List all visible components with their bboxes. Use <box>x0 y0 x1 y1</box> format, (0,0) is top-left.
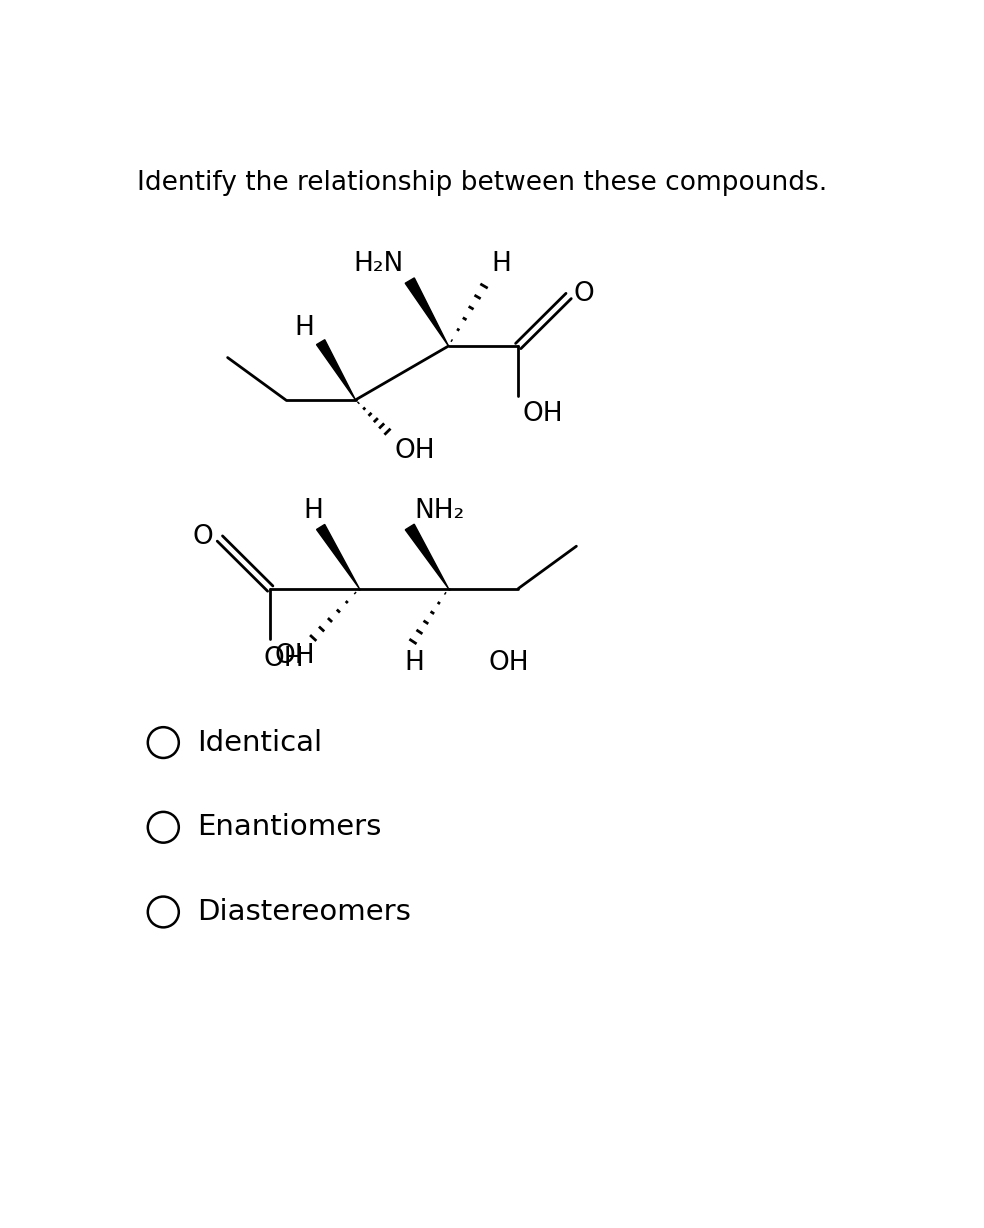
Text: H: H <box>491 252 511 278</box>
Text: H: H <box>294 314 315 340</box>
Polygon shape <box>405 278 449 346</box>
Text: O: O <box>193 524 214 550</box>
Polygon shape <box>405 524 449 588</box>
Polygon shape <box>317 340 355 400</box>
Text: H₂N: H₂N <box>353 252 403 278</box>
Text: Diastereomers: Diastereomers <box>197 898 410 926</box>
Text: Enantiomers: Enantiomers <box>197 813 381 841</box>
Text: Identical: Identical <box>197 728 322 756</box>
Text: OH: OH <box>275 643 315 669</box>
Text: Identify the relationship between these compounds.: Identify the relationship between these … <box>137 171 828 196</box>
Text: O: O <box>574 281 594 307</box>
Text: OH: OH <box>395 437 435 464</box>
Text: OH: OH <box>488 650 528 677</box>
Text: NH₂: NH₂ <box>414 497 464 524</box>
Text: H: H <box>303 497 323 524</box>
Text: OH: OH <box>523 400 564 426</box>
Text: H: H <box>404 650 424 677</box>
Polygon shape <box>317 524 359 588</box>
Text: OH: OH <box>264 646 304 672</box>
